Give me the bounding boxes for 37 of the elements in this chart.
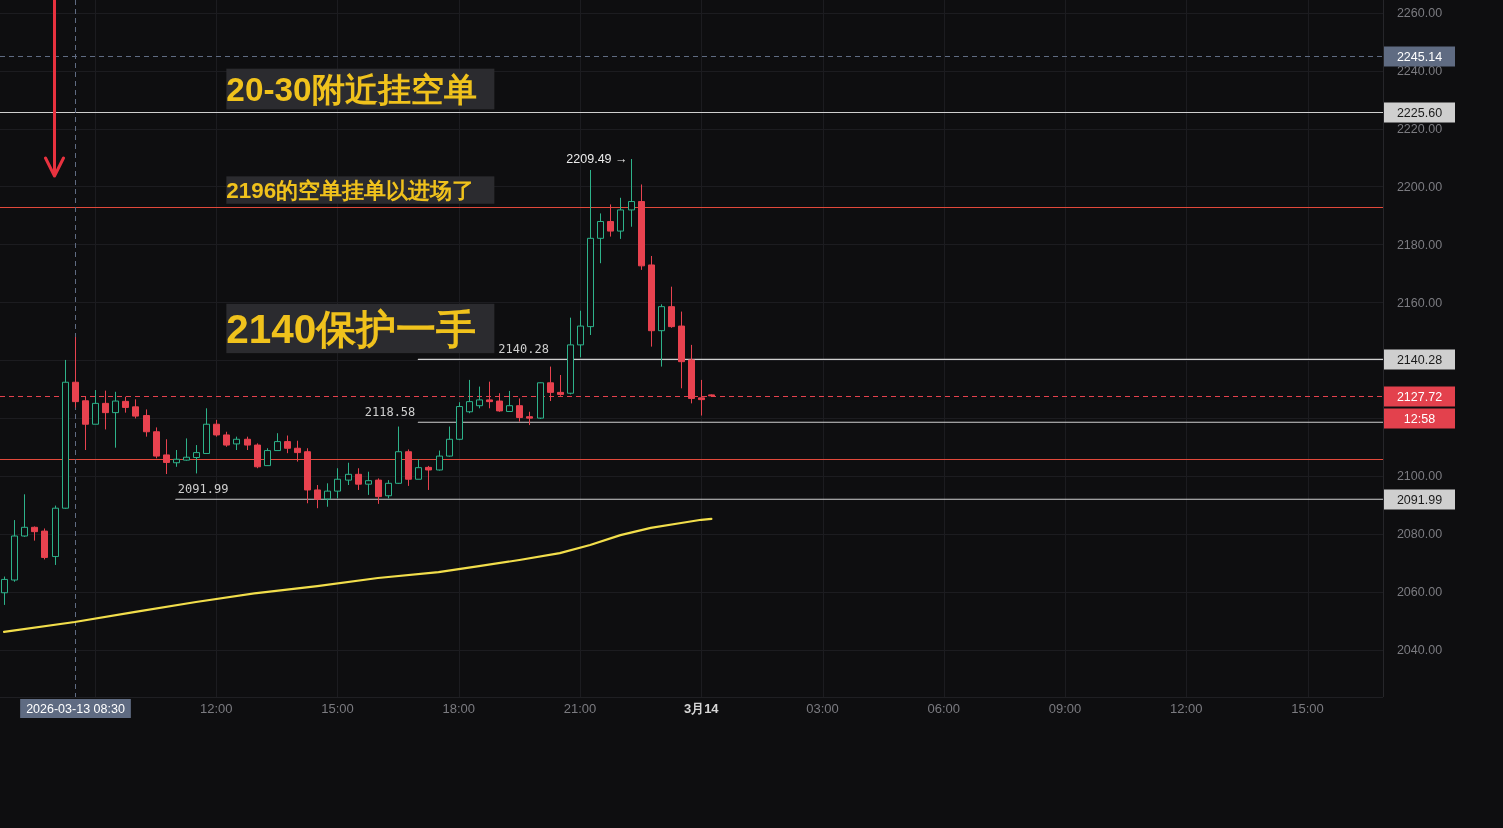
x-tick-label: 15:00 xyxy=(321,701,354,716)
price-tag: 2225.60 xyxy=(1384,102,1455,123)
x-tick-label: 06:00 xyxy=(927,701,961,716)
note: 2140保护一手 xyxy=(226,303,495,354)
y-tick-label: 2080.00 xyxy=(1396,527,1443,542)
y-tick-label: 2040.00 xyxy=(1396,643,1443,658)
series-label: 2140.28 xyxy=(498,342,549,357)
note: 2196的空单挂单以进场了 xyxy=(226,176,495,204)
series-label: 2091.99 xyxy=(177,482,229,497)
x-tick-label: 12:00 xyxy=(199,701,233,716)
price-tag: 2245.14 xyxy=(1384,46,1455,67)
price-tag: 2140.28 xyxy=(1384,349,1455,370)
x-tick-label: 15:00 xyxy=(1291,701,1324,716)
annotation: 20-30附近挂空单 xyxy=(226,71,477,109)
y-tick-label: 2260.00 xyxy=(1396,6,1443,21)
x-tick-label: 09:00 xyxy=(1048,701,1082,716)
y-tick-label: 2220.00 xyxy=(1396,121,1443,136)
note: 20-30附近挂空单 xyxy=(226,68,495,110)
y-tick-label: 2200.00 xyxy=(1396,179,1443,194)
y-tick-label: 2180.00 xyxy=(1396,237,1443,252)
x-tick-label: 03:00 xyxy=(806,701,839,716)
price-tag: 2091.99 xyxy=(1384,489,1455,510)
x-tick-label: 12:00 xyxy=(1170,701,1203,716)
ref-line-label: 2225.60 xyxy=(1396,106,1443,120)
x-tick-label: 21:00 xyxy=(563,701,597,716)
ref-line-label: 2127.72 12:58 xyxy=(1396,390,1443,426)
series-label: 2118.58 xyxy=(364,405,416,420)
y-tick-label: 2100.00 xyxy=(1396,469,1443,484)
price-tag: 2127.72 12:58 xyxy=(1384,386,1455,429)
y-tick-label: 2160.00 xyxy=(1396,295,1443,310)
y-tick-label: 2060.00 xyxy=(1396,585,1443,600)
time-tag: 2026-03-13 08:30 xyxy=(20,699,131,718)
x-tick-label: 18:00 xyxy=(442,701,476,716)
extreme-label: 2209.49 → xyxy=(566,152,628,166)
x-tick-label: 3月14 xyxy=(683,701,720,716)
ref-line-label: 2245.14 xyxy=(1396,50,1443,64)
ref-line-label: 2026-03-13 08:30 xyxy=(26,702,125,716)
